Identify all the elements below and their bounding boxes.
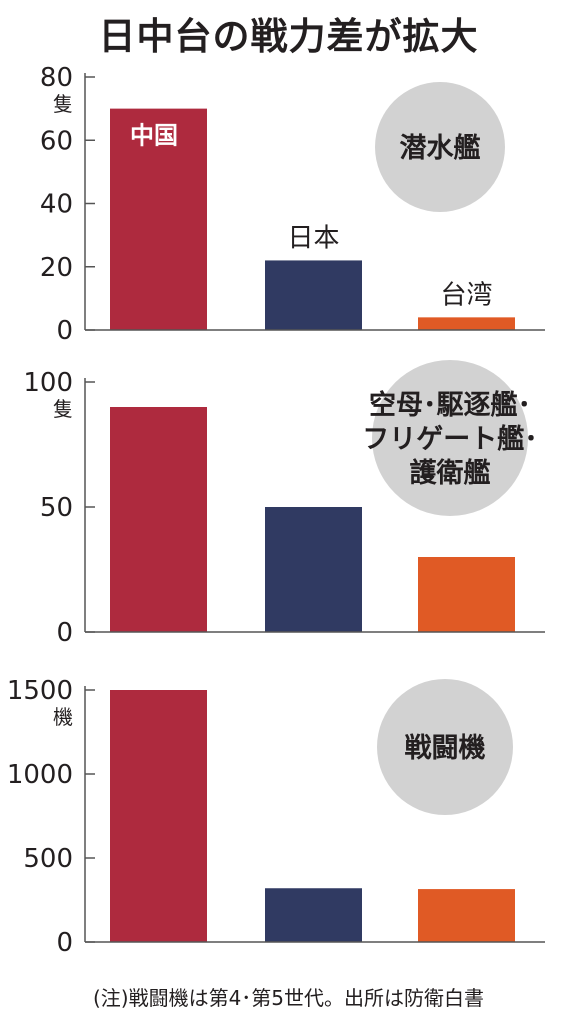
category-label-japan: 日本 [287, 223, 339, 253]
y-unit-label: 隻 [53, 397, 73, 421]
y-tick-label: 60 [40, 126, 73, 156]
y-tick-label: 1500 [7, 676, 73, 706]
category-label-taiwan: 台湾 [440, 280, 492, 310]
submarines-title: 潜水艦 [400, 132, 481, 164]
bar-taiwan [418, 317, 515, 330]
footnote: (注)戦闘機は第4･第5世代。出所は防衛白書 [92, 986, 485, 1010]
chart-title: 日中台の戦力差が拡大 [98, 15, 479, 58]
y-tick-label: 80 [40, 63, 73, 93]
chart-title-badge [377, 679, 513, 815]
y-tick-label: 40 [40, 190, 73, 220]
category-label-china: 中国 [130, 122, 178, 150]
y-tick-label: 0 [56, 316, 73, 346]
surface-ships-title: 空母･駆逐艦･フリゲート艦･護衛艦 [362, 389, 538, 489]
panel-surface-ships: 空母･駆逐艦･フリゲート艦･護衛艦 0 50 100 隻 [0, 360, 577, 650]
y-tick-label: 1000 [7, 760, 73, 790]
bar-china [110, 407, 207, 632]
y-unit-label: 機 [53, 705, 73, 729]
bar-taiwan [418, 889, 515, 942]
bar-china [110, 690, 207, 942]
bar-taiwan [418, 557, 515, 632]
y-tick-label: 100 [23, 368, 73, 398]
y-tick-label: 500 [23, 844, 73, 874]
y-tick-label: 0 [56, 928, 73, 958]
bar-china [110, 108, 207, 330]
bar-japan [265, 260, 362, 330]
panel-submarines: 潜水艦 中国日本台湾 0 20 40 60 80 隻 [0, 55, 577, 346]
chart-title-badge [375, 82, 505, 212]
fighter-jets-title: 戦闘機 [405, 733, 486, 764]
y-tick-label: 20 [40, 253, 73, 283]
y-tick-label: 50 [40, 493, 73, 523]
chart-title-badge [372, 360, 528, 516]
bar-japan [265, 507, 362, 632]
bar-japan [265, 888, 362, 942]
y-unit-label: 隻 [53, 92, 73, 116]
panel-fighter-jets: 戦闘機 0 500 1000 1500 機 [0, 675, 577, 965]
y-tick-label: 0 [56, 618, 73, 648]
